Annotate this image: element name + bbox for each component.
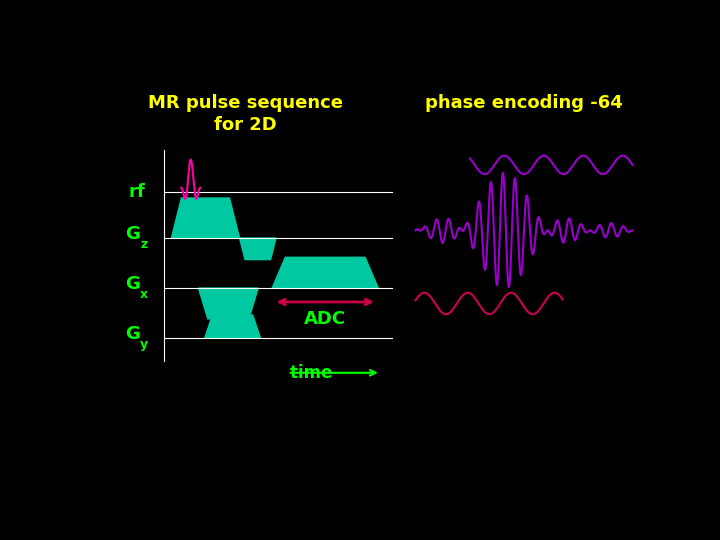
Polygon shape	[272, 257, 378, 288]
Text: G: G	[125, 225, 140, 243]
Text: for 2D: for 2D	[214, 116, 276, 134]
Text: time: time	[290, 364, 338, 382]
Polygon shape	[204, 315, 261, 338]
Text: G: G	[125, 275, 140, 293]
Text: x: x	[140, 288, 148, 301]
Text: ADC: ADC	[304, 310, 346, 328]
Polygon shape	[171, 198, 240, 238]
Text: y: y	[140, 338, 148, 351]
Polygon shape	[240, 238, 276, 260]
Text: z: z	[140, 238, 148, 251]
Polygon shape	[199, 288, 258, 319]
Text: G: G	[125, 325, 140, 343]
Text: MR pulse sequence: MR pulse sequence	[148, 94, 343, 112]
Text: rf: rf	[128, 183, 145, 201]
Text: phase encoding -64: phase encoding -64	[425, 94, 623, 112]
